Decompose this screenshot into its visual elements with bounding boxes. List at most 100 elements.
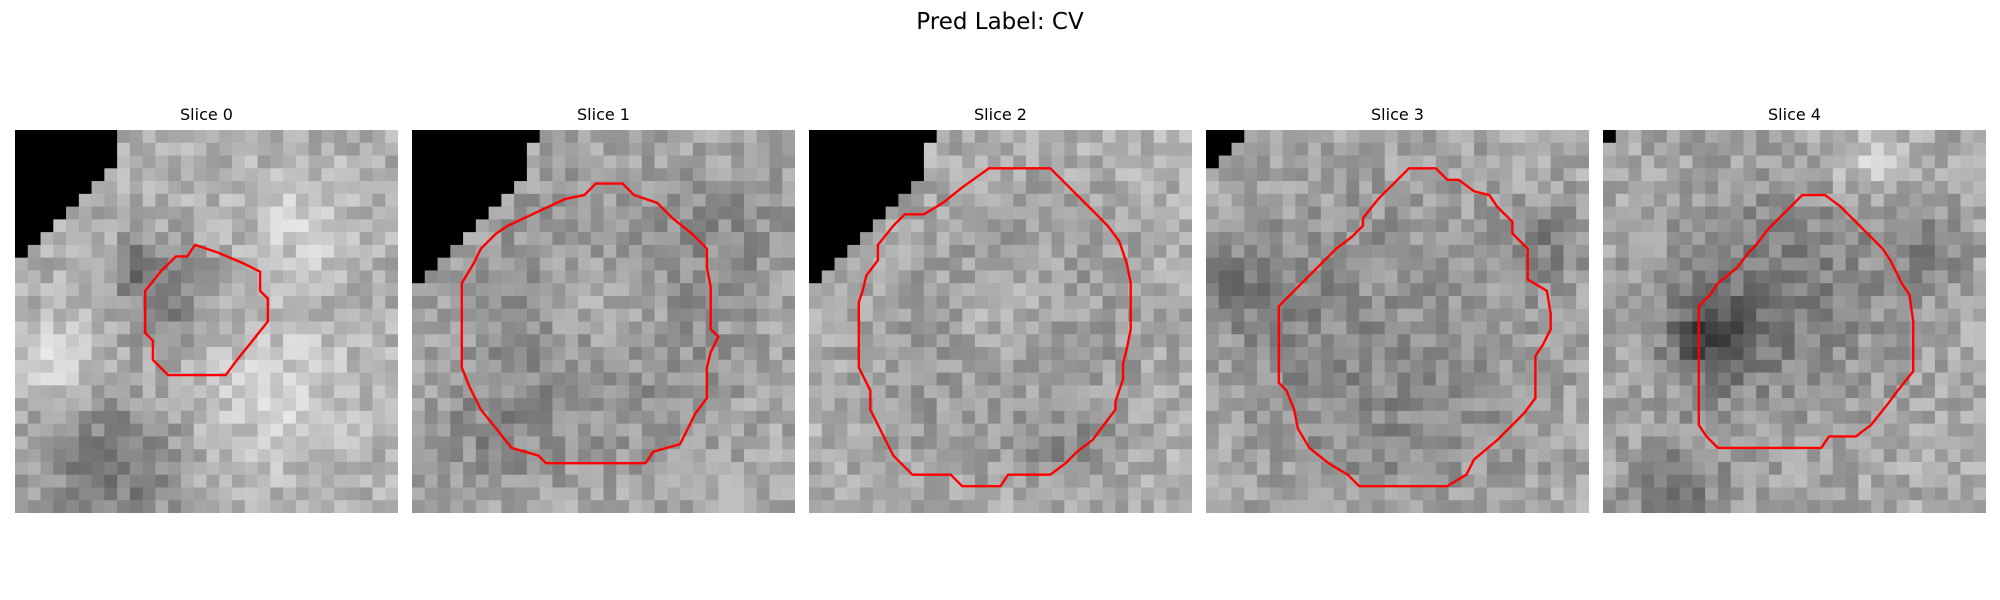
pixel — [1089, 449, 1104, 463]
pixel — [1679, 334, 1693, 348]
pixel — [424, 219, 439, 233]
pixel — [1768, 283, 1783, 297]
pixel — [168, 321, 182, 335]
pixel — [1077, 308, 1091, 323]
pixel — [40, 168, 54, 182]
pixel — [501, 283, 515, 297]
pixel — [1384, 487, 1399, 501]
pixel — [40, 359, 54, 374]
pixel — [53, 142, 67, 157]
pixel — [359, 321, 374, 335]
pixel — [40, 193, 54, 208]
pixel — [66, 308, 80, 323]
pixel — [180, 130, 195, 144]
pixel — [1641, 130, 1655, 144]
pixel — [53, 270, 67, 284]
pixel — [78, 295, 93, 310]
pixel — [1896, 232, 1910, 246]
pixel — [78, 398, 93, 412]
pixel — [872, 308, 887, 323]
pixel — [731, 295, 745, 310]
pixel — [885, 487, 899, 501]
pixel — [1410, 436, 1424, 450]
pixel — [1140, 130, 1155, 144]
pixel — [1947, 142, 1962, 157]
pixel — [372, 423, 386, 437]
pixel — [1282, 423, 1296, 437]
pixel — [40, 130, 54, 144]
pixel — [1026, 372, 1040, 386]
pixel — [834, 244, 848, 259]
pixel — [1909, 410, 1923, 425]
pixel — [565, 257, 579, 272]
pixel — [809, 436, 823, 450]
pixel — [1641, 155, 1655, 169]
pixel — [590, 244, 605, 259]
pixel — [270, 168, 284, 182]
pixel — [577, 232, 592, 246]
pixel — [1896, 410, 1910, 425]
pixel — [629, 359, 643, 374]
pixel — [40, 142, 54, 157]
pixel — [1410, 372, 1424, 386]
pixel — [1922, 130, 1936, 144]
pixel — [539, 142, 554, 157]
pixel — [1153, 219, 1168, 233]
pixel — [1499, 168, 1513, 182]
pixel — [346, 359, 361, 374]
pixel — [1730, 449, 1745, 463]
pixel — [1153, 500, 1168, 513]
pixel — [1781, 270, 1796, 284]
pixel — [692, 321, 707, 335]
pixel — [78, 359, 93, 374]
pixel — [514, 257, 528, 272]
pixel — [1756, 283, 1770, 297]
pixel — [1346, 321, 1360, 335]
pixel — [641, 359, 656, 374]
pixel — [463, 283, 477, 297]
pixel — [923, 436, 938, 450]
pixel — [424, 168, 439, 182]
pixel — [577, 308, 592, 323]
pixel — [756, 423, 771, 437]
pixel — [1679, 487, 1693, 501]
pixel — [1153, 423, 1168, 437]
pixel — [180, 385, 195, 399]
pixel — [1333, 295, 1348, 310]
pixel — [1153, 232, 1168, 246]
pixel — [321, 206, 335, 220]
pixel — [193, 193, 208, 208]
pixel — [1371, 295, 1386, 310]
pixel — [1244, 321, 1258, 335]
pixel — [1768, 308, 1783, 323]
pixel — [565, 410, 579, 425]
pixel — [78, 168, 93, 182]
pixel — [1576, 398, 1589, 412]
pixel — [40, 232, 54, 246]
pixel — [1909, 347, 1923, 361]
pixel — [1883, 410, 1898, 425]
pixel — [1218, 385, 1233, 399]
pixel — [769, 206, 783, 220]
pixel — [244, 155, 259, 169]
pixel — [692, 449, 707, 463]
pixel — [1013, 219, 1027, 233]
pixel — [962, 168, 976, 182]
pixel — [731, 219, 745, 233]
pixel — [244, 308, 259, 323]
pixel — [385, 347, 398, 361]
pixel — [1128, 423, 1142, 437]
pixel — [1064, 500, 1078, 513]
pixel — [1603, 334, 1617, 348]
pixel — [244, 168, 259, 182]
pixel — [1717, 347, 1732, 361]
pixel — [308, 155, 322, 169]
pixel — [193, 423, 208, 437]
pixel — [936, 257, 951, 272]
pixel — [616, 487, 630, 501]
pixel — [424, 372, 439, 386]
pixel — [1064, 398, 1078, 412]
pixel — [1333, 398, 1348, 412]
pixel — [1934, 474, 1949, 489]
pixel — [1641, 142, 1655, 157]
